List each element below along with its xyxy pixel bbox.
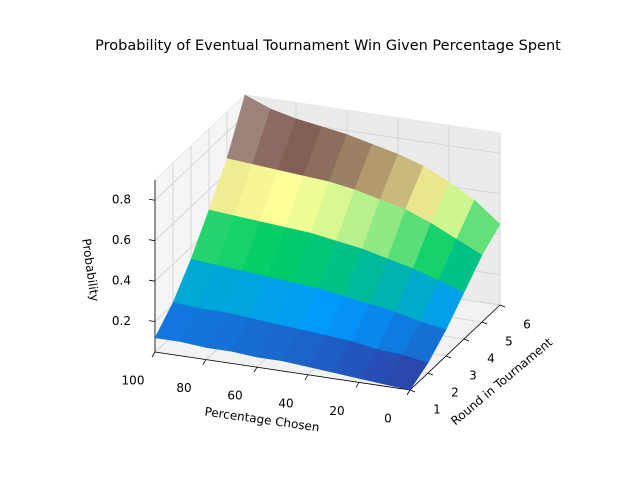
tick-mark bbox=[202, 359, 207, 365]
x-tick-label: 80 bbox=[176, 381, 191, 395]
y-tick-label: 1 bbox=[433, 403, 441, 417]
x-tick-label: 60 bbox=[227, 389, 242, 403]
chart-title: Probability of Eventual Tournament Win G… bbox=[95, 38, 561, 54]
tick-mark bbox=[427, 372, 434, 376]
z-tick-label: 0.4 bbox=[112, 274, 131, 288]
grid-line bbox=[154, 114, 246, 201]
z-tick-label: 0.8 bbox=[112, 193, 131, 207]
y-tick-label: 2 bbox=[451, 386, 459, 400]
tick-mark bbox=[463, 338, 470, 342]
tick-mark bbox=[481, 321, 488, 325]
z-tick-label: 0.2 bbox=[112, 314, 131, 328]
y-tick-label: 5 bbox=[505, 335, 513, 349]
x-axis-label: Percentage Chosen bbox=[204, 405, 321, 435]
tick-mark bbox=[148, 279, 156, 282]
tick-mark bbox=[409, 389, 416, 393]
axis-line bbox=[409, 304, 501, 391]
tick-mark bbox=[355, 382, 360, 388]
tick-mark bbox=[253, 366, 258, 373]
tick-mark bbox=[148, 320, 156, 323]
x-tick-label: 20 bbox=[329, 404, 344, 418]
z-tick-label: 0.6 bbox=[112, 233, 131, 247]
axis-line bbox=[154, 351, 411, 391]
y-axis-label: Round in Tournament bbox=[448, 335, 555, 428]
tick-mark bbox=[148, 239, 156, 242]
z-axis-label: Probability bbox=[79, 238, 102, 303]
tick-mark bbox=[148, 198, 156, 201]
tick-mark bbox=[151, 351, 156, 358]
y-tick-label: 6 bbox=[523, 318, 531, 332]
x-tick-label: 100 bbox=[122, 374, 145, 388]
x-tick-label: 40 bbox=[278, 396, 293, 410]
surface-patch bbox=[384, 354, 429, 391]
y-tick-label: 4 bbox=[487, 352, 495, 366]
y-tick-label: 3 bbox=[469, 369, 477, 383]
tick-mark bbox=[406, 389, 411, 396]
tick-mark bbox=[499, 304, 506, 308]
tick-mark bbox=[304, 374, 309, 381]
tick-mark bbox=[445, 355, 452, 359]
x-tick-label: 0 bbox=[384, 412, 392, 426]
